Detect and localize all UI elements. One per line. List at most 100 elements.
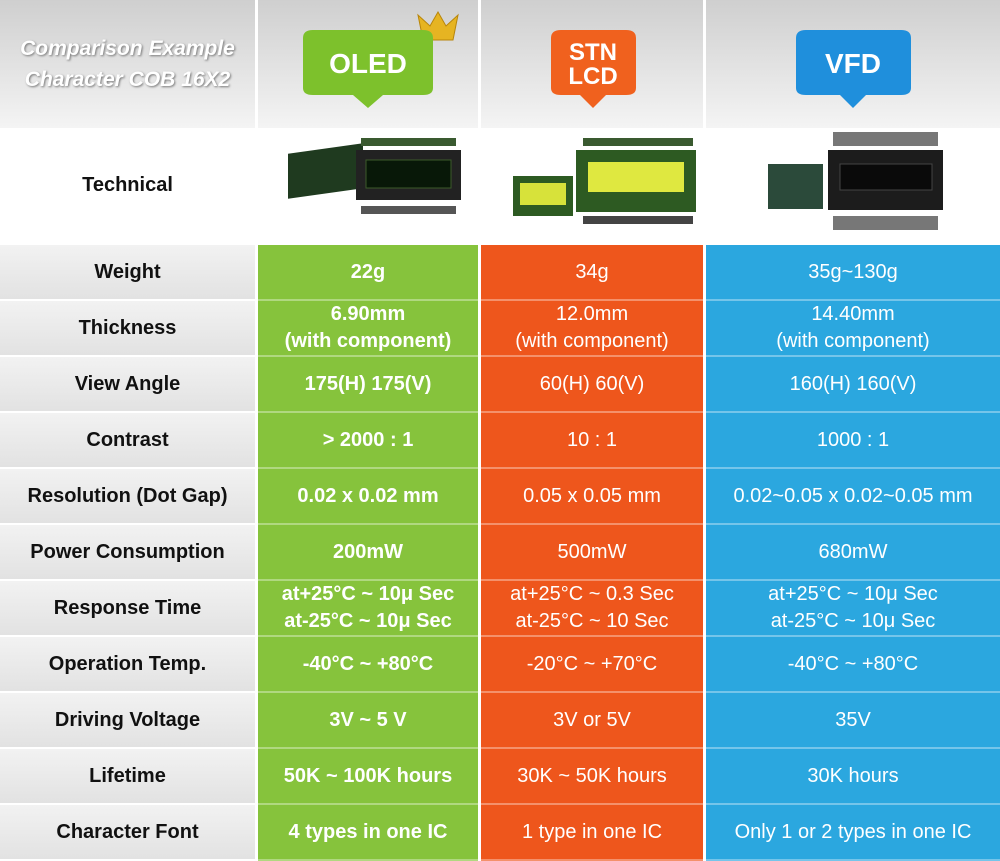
- value-line: Only 1 or 2 types in one IC: [734, 820, 972, 843]
- value-cell: 200mW: [258, 525, 478, 581]
- value-line: 680mW: [818, 540, 888, 563]
- value-line: > 2000 : 1: [322, 428, 414, 451]
- value-cell: 4 types in one IC: [258, 805, 478, 861]
- value-cell: 1000 : 1: [706, 413, 1000, 469]
- column-name: VFD: [825, 48, 881, 79]
- vfd-badge: VFD: [796, 30, 911, 108]
- row-label: Lifetime: [0, 749, 255, 805]
- value-line: 34g: [575, 260, 609, 283]
- value-line: 160(H) 160(V): [789, 372, 917, 395]
- value-cell: -40°C ~ +80°C: [706, 637, 1000, 693]
- value-cell: 680mW: [706, 525, 1000, 581]
- value-line: (with component): [776, 330, 930, 352]
- value-cell: -40°C ~ +80°C: [258, 637, 478, 693]
- value-line: 0.05 x 0.05 mm: [523, 484, 661, 507]
- value-line: (with component): [515, 330, 669, 352]
- value-cell: -20°C ~ +70°C: [481, 637, 703, 693]
- row-label: Thickness: [0, 301, 255, 357]
- oled-header: OLED: [258, 0, 478, 128]
- value-line: 35V: [835, 708, 871, 731]
- value-line: 14.40mm: [811, 303, 895, 325]
- value-cell: 60(H) 60(V): [481, 357, 703, 413]
- value-line: 175(H) 175(V): [304, 372, 432, 395]
- ribbon: [796, 30, 911, 108]
- value-line: 3V or 5V: [553, 708, 631, 731]
- value-cell: 35V: [706, 693, 1000, 749]
- value-line: at+25°C ~ 0.3 Sec: [510, 583, 674, 605]
- oled-module: [288, 138, 461, 214]
- value-line: 50K ~ 100K hours: [283, 764, 453, 787]
- value-cell: 14.40mm (with component): [706, 301, 1000, 357]
- value-cell: Only 1 or 2 types in one IC: [706, 805, 1000, 861]
- value-cell: 500mW: [481, 525, 703, 581]
- title-line: Comparison Example: [20, 37, 235, 60]
- value-line: 3V ~ 5 V: [329, 708, 407, 731]
- row-label: Technical: [0, 128, 255, 245]
- value-cell: 34g: [481, 245, 703, 301]
- value-line: 1000 : 1: [816, 428, 890, 451]
- value-line: at+25°C ~ 10μ Sec: [768, 583, 938, 605]
- stn-badge: STN LCD: [551, 30, 636, 108]
- value-cell: 50K ~ 100K hours: [258, 749, 478, 805]
- row-label: Operation Temp.: [0, 637, 255, 693]
- row-label: Weight: [0, 245, 255, 301]
- value-line: -40°C ~ +80°C: [787, 652, 919, 675]
- value-cell: 35g~130g: [706, 245, 1000, 301]
- value-cell: 0.05 x 0.05 mm: [481, 469, 703, 525]
- value-cell: 175(H) 175(V): [258, 357, 478, 413]
- row-label: Character Font: [0, 805, 255, 861]
- value-cell: 12.0mm (with component): [481, 301, 703, 357]
- value-cell: 1 type in one IC: [481, 805, 703, 861]
- value-line: 0.02 x 0.02 mm: [297, 484, 439, 507]
- column-name: STN: [569, 39, 617, 66]
- row-label: Power Consumption: [0, 525, 255, 581]
- value-cell: 160(H) 160(V): [706, 357, 1000, 413]
- row-label: View Angle: [0, 357, 255, 413]
- value-line: 0.02~0.05 x 0.02~0.05 mm: [733, 484, 973, 507]
- value-line: 12.0mm: [555, 303, 629, 325]
- row-label: Contrast: [0, 413, 255, 469]
- ribbon: [303, 30, 433, 108]
- value-cell: 22g: [258, 245, 478, 301]
- value-line: 200mW: [332, 540, 404, 563]
- oled-badge: OLED: [303, 10, 459, 108]
- value-line: at-25°C ~ 10μ Sec: [284, 610, 452, 632]
- vfd-module: [768, 132, 943, 230]
- value-line: 60(H) 60(V): [539, 372, 645, 395]
- vfd-header: VFD: [706, 0, 1000, 128]
- value-line: at-25°C ~ 10 Sec: [515, 610, 669, 632]
- value-line: 6.90mm: [330, 303, 406, 325]
- value-cell: 3V or 5V: [481, 693, 703, 749]
- value-line: 4 types in one IC: [288, 820, 448, 843]
- row-label: Driving Voltage: [0, 693, 255, 749]
- value-cell: 6.90mm (with component): [258, 301, 478, 357]
- value-line: 500mW: [557, 540, 627, 563]
- value-line: at+25°C ~ 10μ Sec: [281, 583, 455, 605]
- value-line: 35g~130g: [808, 260, 898, 283]
- title-line: Character COB 16X2: [24, 68, 231, 91]
- value-line: 22g: [350, 260, 386, 283]
- value-line: (with component): [284, 330, 452, 352]
- value-line: -20°C ~ +70°C: [526, 652, 658, 675]
- value-cell: 30K ~ 50K hours: [481, 749, 703, 805]
- value-line: 1 type in one IC: [521, 820, 663, 843]
- value-cell: 10 : 1: [481, 413, 703, 469]
- stn-module: [513, 138, 696, 224]
- stn-header: STN LCD: [481, 0, 703, 128]
- value-line: -40°C ~ +80°C: [302, 652, 434, 675]
- ribbon: [551, 30, 636, 108]
- row-label: Resolution (Dot Gap): [0, 469, 255, 525]
- value-cell: 0.02 x 0.02 mm: [258, 469, 478, 525]
- value-cell: at+25°C ~ 10μ Sec at-25°C ~ 10μ Sec: [258, 581, 478, 637]
- value-cell: at+25°C ~ 0.3 Sec at-25°C ~ 10 Sec: [481, 581, 703, 637]
- value-line: 30K hours: [807, 764, 899, 787]
- row-label: Response Time: [0, 581, 255, 637]
- column-name: OLED: [329, 48, 407, 79]
- value-cell: > 2000 : 1: [258, 413, 478, 469]
- value-cell: 0.02~0.05 x 0.02~0.05 mm: [706, 469, 1000, 525]
- column-name: LCD: [568, 63, 617, 90]
- value-cell: at+25°C ~ 10μ Sec at-25°C ~ 10μ Sec: [706, 581, 1000, 637]
- value-cell: 30K hours: [706, 749, 1000, 805]
- value-cell: 3V ~ 5 V: [258, 693, 478, 749]
